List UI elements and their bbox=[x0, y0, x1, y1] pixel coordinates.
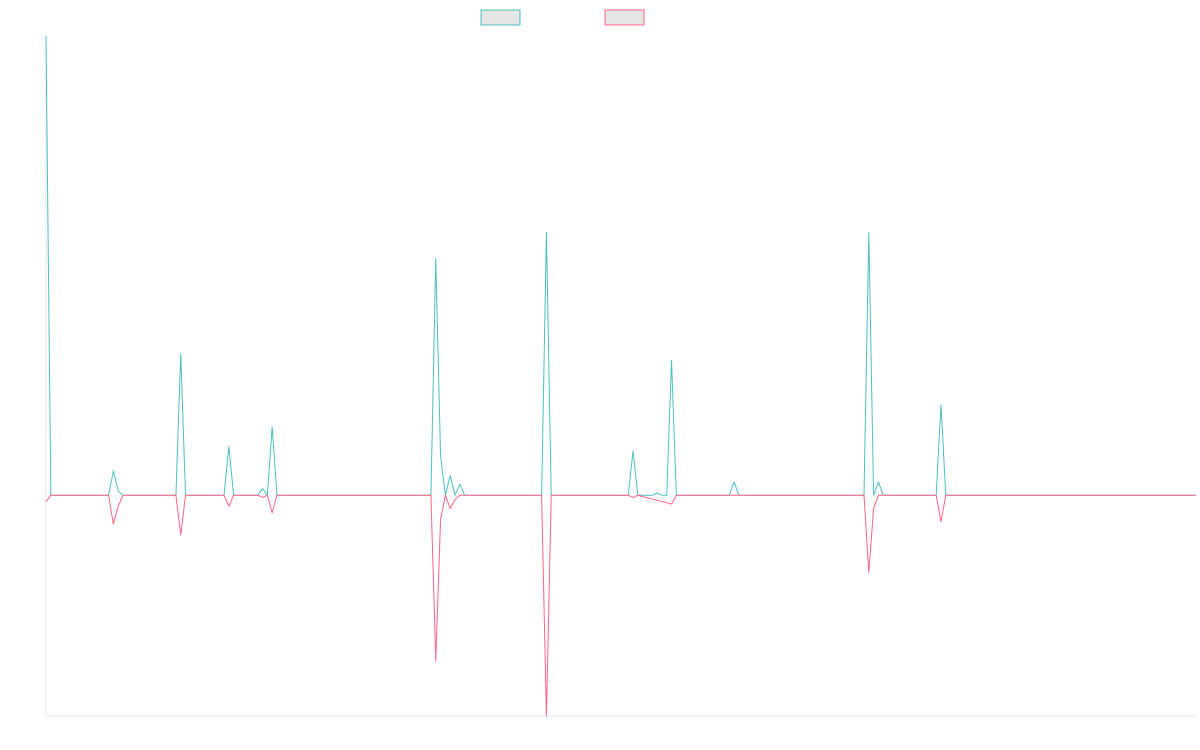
series-layer bbox=[45, 35, 1196, 717]
series-line-2 bbox=[45, 494, 1196, 717]
axes bbox=[45, 36, 1196, 717]
legend-swatch-series-1[interactable] bbox=[480, 9, 521, 26]
series-line-1 bbox=[45, 35, 1196, 496]
legend-swatch-series-2[interactable] bbox=[604, 9, 645, 26]
legend[interactable] bbox=[480, 9, 645, 26]
